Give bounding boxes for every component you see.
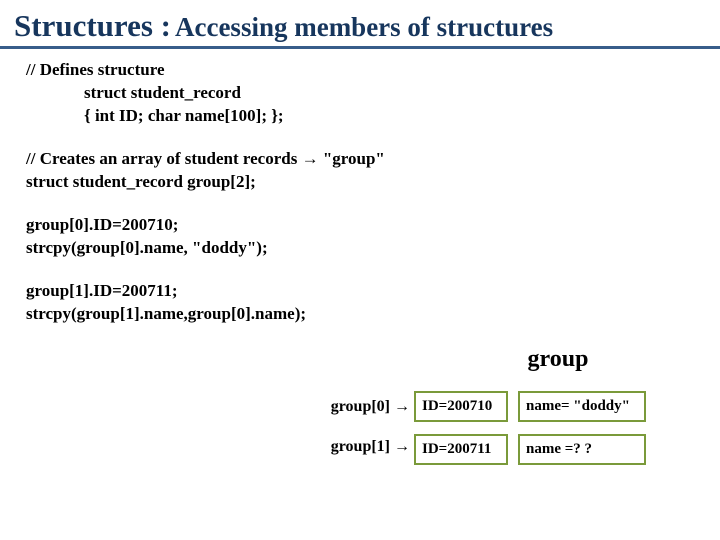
comment-define: // Defines structure bbox=[26, 59, 694, 82]
content-area: // Defines structure struct student_reco… bbox=[0, 49, 720, 325]
code-assign-id1: group[1].ID=200711; bbox=[26, 280, 694, 303]
table-row: ID=200710 name= "doddy" bbox=[414, 391, 702, 422]
code-struct-body: { int ID; char name[100]; }; bbox=[26, 105, 694, 128]
title-sub: Accessing members of structures bbox=[175, 12, 553, 42]
group-table: group ID=200710 name= "doddy" ID=200711 … bbox=[414, 346, 702, 477]
cell-id-0: ID=200710 bbox=[414, 391, 508, 422]
row-labels: group[0] → group[1] → bbox=[331, 398, 410, 478]
block-assign0: group[0].ID=200710; strcpy(group[0].name… bbox=[26, 214, 694, 260]
group-heading: group bbox=[414, 346, 702, 373]
cell-id-1: ID=200711 bbox=[414, 434, 508, 465]
cell-name-0: name= "doddy" bbox=[518, 391, 646, 422]
code-array-decl: struct student_record group[2]; bbox=[26, 171, 694, 194]
block-create: // Creates an array of student records →… bbox=[26, 148, 694, 194]
cell-name-1: name =? ? bbox=[518, 434, 646, 465]
code-assign-id0: group[0].ID=200710; bbox=[26, 214, 694, 237]
code-assign-name0: strcpy(group[0].name, "doddy"); bbox=[26, 237, 694, 260]
row-label-1: group[1] → bbox=[331, 438, 410, 456]
title-main: Structures : bbox=[14, 8, 171, 43]
code-struct-decl: struct student_record bbox=[26, 82, 694, 105]
block-define: // Defines structure struct student_reco… bbox=[26, 59, 694, 128]
row-label-0: group[0] → bbox=[331, 398, 410, 416]
comment-create: // Creates an array of student records →… bbox=[26, 148, 694, 171]
block-assign1: group[1].ID=200711; strcpy(group[1].name… bbox=[26, 280, 694, 326]
code-assign-name1: strcpy(group[1].name,group[0].name); bbox=[26, 303, 694, 326]
table-row: ID=200711 name =? ? bbox=[414, 434, 702, 465]
title-bar: Structures : Accessing members of struct… bbox=[0, 0, 720, 49]
